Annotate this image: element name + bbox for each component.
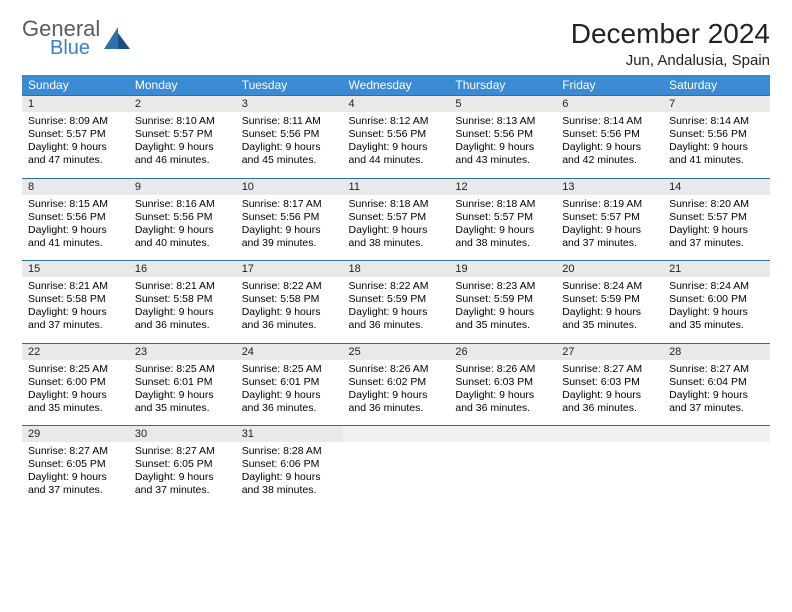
day-data-cell: Sunrise: 8:24 AMSunset: 6:00 PMDaylight:… bbox=[663, 277, 770, 343]
day-number-cell: 12 bbox=[449, 178, 556, 195]
day-number-cell: 10 bbox=[236, 178, 343, 195]
weekday-header: Tuesday bbox=[236, 75, 343, 96]
month-title: December 2024 bbox=[571, 18, 770, 50]
day-data-cell: Sunrise: 8:17 AMSunset: 5:56 PMDaylight:… bbox=[236, 195, 343, 261]
weekday-header: Thursday bbox=[449, 75, 556, 96]
day-data-cell bbox=[449, 442, 556, 508]
day-number-cell: 16 bbox=[129, 261, 236, 278]
calendar-table: SundayMondayTuesdayWednesdayThursdayFrid… bbox=[22, 75, 770, 508]
day-number-cell: 2 bbox=[129, 96, 236, 113]
day-data-cell: Sunrise: 8:19 AMSunset: 5:57 PMDaylight:… bbox=[556, 195, 663, 261]
day-number-cell: 27 bbox=[556, 343, 663, 360]
day-number-cell: 17 bbox=[236, 261, 343, 278]
brand-logo: General Blue bbox=[22, 18, 130, 58]
day-number-row: 1234567 bbox=[22, 96, 770, 113]
day-data-cell: Sunrise: 8:09 AMSunset: 5:57 PMDaylight:… bbox=[22, 112, 129, 178]
day-number-cell: 11 bbox=[343, 178, 450, 195]
day-number-row: 891011121314 bbox=[22, 178, 770, 195]
day-number-row: 22232425262728 bbox=[22, 343, 770, 360]
day-data-row: Sunrise: 8:09 AMSunset: 5:57 PMDaylight:… bbox=[22, 112, 770, 178]
day-data-cell bbox=[663, 442, 770, 508]
day-data-row: Sunrise: 8:15 AMSunset: 5:56 PMDaylight:… bbox=[22, 195, 770, 261]
day-number-cell: 3 bbox=[236, 96, 343, 113]
weekday-header: Friday bbox=[556, 75, 663, 96]
logo-triangle-icon bbox=[104, 27, 130, 54]
day-number-cell: 13 bbox=[556, 178, 663, 195]
day-data-cell: Sunrise: 8:27 AMSunset: 6:03 PMDaylight:… bbox=[556, 360, 663, 426]
day-data-cell: Sunrise: 8:11 AMSunset: 5:56 PMDaylight:… bbox=[236, 112, 343, 178]
day-data-row: Sunrise: 8:27 AMSunset: 6:05 PMDaylight:… bbox=[22, 442, 770, 508]
day-data-cell: Sunrise: 8:10 AMSunset: 5:57 PMDaylight:… bbox=[129, 112, 236, 178]
day-data-cell: Sunrise: 8:27 AMSunset: 6:04 PMDaylight:… bbox=[663, 360, 770, 426]
day-data-cell: Sunrise: 8:25 AMSunset: 6:01 PMDaylight:… bbox=[236, 360, 343, 426]
day-data-cell: Sunrise: 8:26 AMSunset: 6:03 PMDaylight:… bbox=[449, 360, 556, 426]
day-data-cell: Sunrise: 8:20 AMSunset: 5:57 PMDaylight:… bbox=[663, 195, 770, 261]
day-number-cell: 26 bbox=[449, 343, 556, 360]
page-header: General Blue December 2024 Jun, Andalusi… bbox=[22, 18, 770, 69]
day-number-cell: 30 bbox=[129, 426, 236, 443]
day-data-cell: Sunrise: 8:21 AMSunset: 5:58 PMDaylight:… bbox=[129, 277, 236, 343]
weekday-header: Sunday bbox=[22, 75, 129, 96]
day-data-cell: Sunrise: 8:21 AMSunset: 5:58 PMDaylight:… bbox=[22, 277, 129, 343]
day-number-row: 15161718192021 bbox=[22, 261, 770, 278]
day-number-cell: 22 bbox=[22, 343, 129, 360]
day-data-cell bbox=[556, 442, 663, 508]
day-number-cell: 20 bbox=[556, 261, 663, 278]
day-data-cell: Sunrise: 8:16 AMSunset: 5:56 PMDaylight:… bbox=[129, 195, 236, 261]
day-number-cell: 23 bbox=[129, 343, 236, 360]
day-data-row: Sunrise: 8:21 AMSunset: 5:58 PMDaylight:… bbox=[22, 277, 770, 343]
day-data-cell: Sunrise: 8:26 AMSunset: 6:02 PMDaylight:… bbox=[343, 360, 450, 426]
day-number-cell: 29 bbox=[22, 426, 129, 443]
day-number-cell: 19 bbox=[449, 261, 556, 278]
day-data-cell: Sunrise: 8:27 AMSunset: 6:05 PMDaylight:… bbox=[129, 442, 236, 508]
day-number-cell bbox=[343, 426, 450, 443]
day-number-row: 293031 bbox=[22, 426, 770, 443]
weekday-header-row: SundayMondayTuesdayWednesdayThursdayFrid… bbox=[22, 75, 770, 96]
location-subtitle: Jun, Andalusia, Spain bbox=[571, 52, 770, 69]
day-number-cell bbox=[556, 426, 663, 443]
day-number-cell: 6 bbox=[556, 96, 663, 113]
day-data-cell: Sunrise: 8:27 AMSunset: 6:05 PMDaylight:… bbox=[22, 442, 129, 508]
day-number-cell: 1 bbox=[22, 96, 129, 113]
day-data-cell: Sunrise: 8:15 AMSunset: 5:56 PMDaylight:… bbox=[22, 195, 129, 261]
day-number-cell: 28 bbox=[663, 343, 770, 360]
day-data-row: Sunrise: 8:25 AMSunset: 6:00 PMDaylight:… bbox=[22, 360, 770, 426]
day-number-cell: 18 bbox=[343, 261, 450, 278]
day-data-cell: Sunrise: 8:28 AMSunset: 6:06 PMDaylight:… bbox=[236, 442, 343, 508]
day-number-cell: 8 bbox=[22, 178, 129, 195]
day-number-cell: 9 bbox=[129, 178, 236, 195]
day-number-cell: 15 bbox=[22, 261, 129, 278]
day-data-cell: Sunrise: 8:23 AMSunset: 5:59 PMDaylight:… bbox=[449, 277, 556, 343]
day-data-cell: Sunrise: 8:25 AMSunset: 6:00 PMDaylight:… bbox=[22, 360, 129, 426]
day-number-cell bbox=[663, 426, 770, 443]
day-number-cell: 7 bbox=[663, 96, 770, 113]
day-number-cell: 21 bbox=[663, 261, 770, 278]
day-number-cell: 24 bbox=[236, 343, 343, 360]
day-number-cell: 4 bbox=[343, 96, 450, 113]
day-data-cell: Sunrise: 8:24 AMSunset: 5:59 PMDaylight:… bbox=[556, 277, 663, 343]
day-number-cell bbox=[449, 426, 556, 443]
day-data-cell bbox=[343, 442, 450, 508]
brand-word-2: Blue bbox=[50, 38, 100, 58]
day-data-cell: Sunrise: 8:18 AMSunset: 5:57 PMDaylight:… bbox=[449, 195, 556, 261]
day-data-cell: Sunrise: 8:25 AMSunset: 6:01 PMDaylight:… bbox=[129, 360, 236, 426]
weekday-header: Wednesday bbox=[343, 75, 450, 96]
day-number-cell: 5 bbox=[449, 96, 556, 113]
day-number-cell: 25 bbox=[343, 343, 450, 360]
day-number-cell: 31 bbox=[236, 426, 343, 443]
day-data-cell: Sunrise: 8:12 AMSunset: 5:56 PMDaylight:… bbox=[343, 112, 450, 178]
day-data-cell: Sunrise: 8:14 AMSunset: 5:56 PMDaylight:… bbox=[663, 112, 770, 178]
day-data-cell: Sunrise: 8:14 AMSunset: 5:56 PMDaylight:… bbox=[556, 112, 663, 178]
day-data-cell: Sunrise: 8:18 AMSunset: 5:57 PMDaylight:… bbox=[343, 195, 450, 261]
weekday-header: Monday bbox=[129, 75, 236, 96]
day-number-cell: 14 bbox=[663, 178, 770, 195]
day-data-cell: Sunrise: 8:22 AMSunset: 5:59 PMDaylight:… bbox=[343, 277, 450, 343]
title-block: December 2024 Jun, Andalusia, Spain bbox=[571, 18, 770, 69]
weekday-header: Saturday bbox=[663, 75, 770, 96]
day-data-cell: Sunrise: 8:13 AMSunset: 5:56 PMDaylight:… bbox=[449, 112, 556, 178]
day-data-cell: Sunrise: 8:22 AMSunset: 5:58 PMDaylight:… bbox=[236, 277, 343, 343]
